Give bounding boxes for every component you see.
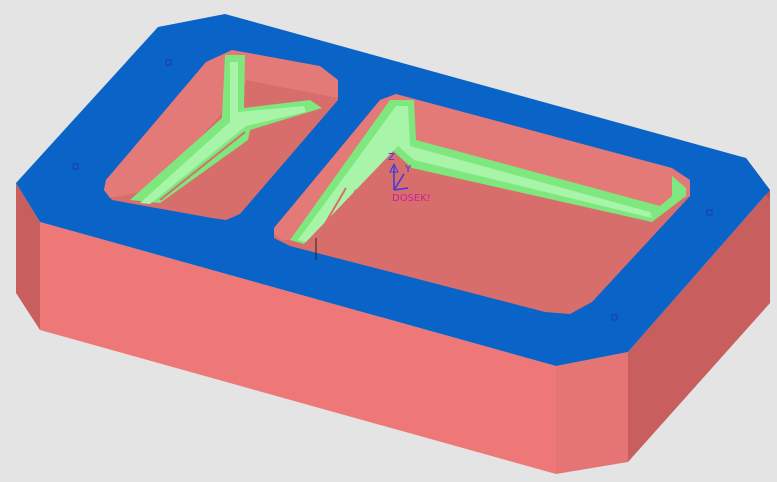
corner-marker[interactable]	[72, 163, 79, 170]
coordinate-triad[interactable]: Z Y DOSEK!	[388, 152, 431, 204]
right-face	[628, 190, 770, 462]
origin-label: DOSEK!	[392, 193, 431, 204]
z-arrow-icon	[389, 162, 399, 173]
front-right-bevel-face	[556, 352, 628, 474]
large-pocket-stripe	[413, 181, 645, 237]
front-face	[40, 222, 556, 474]
corner-marker[interactable]	[706, 209, 713, 216]
large-pocket-toolpath-inner	[298, 106, 652, 242]
small-pocket[interactable]	[104, 50, 338, 220]
large-pocket-stripe	[323, 189, 357, 250]
small-pocket-wall	[104, 50, 338, 198]
small-pocket-stripe	[171, 137, 253, 203]
small-pocket-toolpath-inner	[140, 62, 306, 204]
z-axis-label: Z	[388, 152, 395, 163]
large-pocket-stripe	[311, 187, 347, 247]
y-axis-label: Y	[404, 164, 412, 175]
large-pocket[interactable]	[274, 94, 690, 314]
large-pocket-stripe	[411, 191, 641, 245]
left-bevel-face	[16, 183, 40, 330]
y-axis-line	[393, 173, 405, 191]
large-pocket-stripe	[415, 171, 649, 229]
x-axis-line	[393, 187, 409, 191]
corner-marker[interactable]	[165, 59, 172, 66]
corner-marker[interactable]	[611, 314, 618, 321]
small-pocket-stripe	[159, 131, 246, 201]
